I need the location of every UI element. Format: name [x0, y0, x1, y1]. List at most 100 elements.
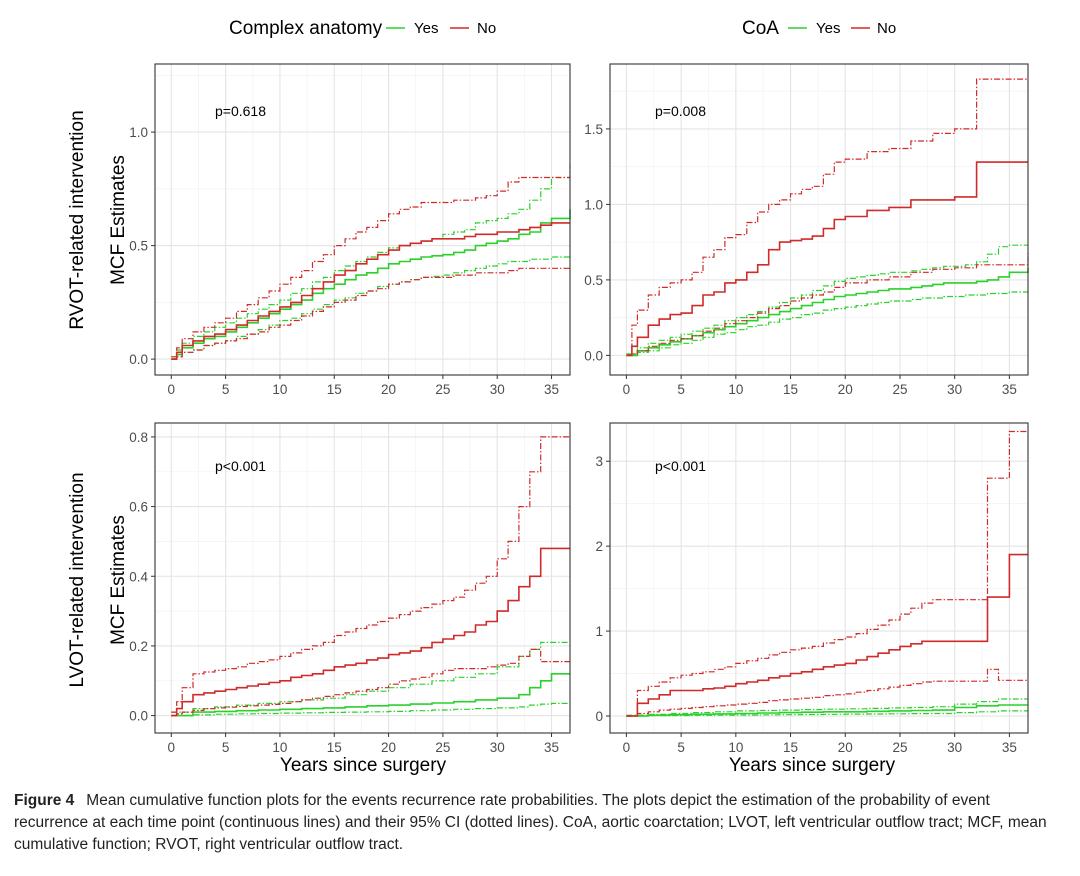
y-tick-label: 1.5 — [584, 122, 603, 137]
y-tick-label: 1.0 — [584, 197, 603, 212]
x-tick-label: 20 — [381, 382, 396, 397]
x-tick-label: 25 — [892, 740, 907, 755]
legend-title: Complex anatomy — [229, 18, 383, 39]
series-no-upper-95-ci — [171, 436, 570, 713]
x-tick-label: 30 — [947, 382, 962, 397]
series-no-lower-95-ci — [626, 668, 1028, 717]
x-tick-label: 0 — [623, 740, 631, 755]
row-label-lvot: LVOT-related intervention MCF Estimates — [67, 472, 129, 687]
series-no-upper-95-ci — [626, 78, 1028, 356]
series-no — [171, 222, 570, 360]
x-tick-label: 0 — [168, 740, 176, 755]
mcf-figure: Complex anatomy Yes No CoA Yes No RVOT-r… — [67, 18, 1029, 776]
x-tick-label: 10 — [728, 382, 743, 397]
p-value: p=0.008 — [655, 103, 706, 119]
x-tick-label: 25 — [435, 382, 450, 397]
series-yes — [626, 704, 1028, 717]
y-tick-label: 0.0 — [129, 352, 148, 367]
series-no — [626, 161, 1028, 357]
legend-complex-anatomy: Complex anatomy Yes No — [229, 18, 496, 39]
legend-yes-label: Yes — [414, 20, 438, 37]
x-tick-label: 5 — [677, 382, 685, 397]
y-tick-label: 0.0 — [129, 709, 148, 724]
series-yes-upper-95-ci — [626, 244, 1028, 355]
y-tick-label: 0 — [595, 709, 603, 724]
series-no — [171, 547, 570, 717]
x-axis-label-left: Years since surgery — [280, 755, 447, 776]
x-tick-label: 20 — [381, 740, 396, 755]
x-tick-label: 30 — [947, 740, 962, 755]
x-tick-label: 30 — [490, 382, 505, 397]
panel-background — [610, 64, 1028, 375]
x-tick-label: 35 — [544, 382, 559, 397]
series-no-upper-95-ci — [171, 176, 570, 358]
x-tick-label: 25 — [435, 740, 450, 755]
y-tick-label: 0.0 — [584, 348, 603, 363]
figure-caption: Figure 4 Mean cumulative function plots f… — [14, 790, 1066, 856]
p-value: p<0.001 — [215, 458, 266, 474]
x-tick-label: 5 — [222, 740, 230, 755]
x-tick-label: 15 — [783, 382, 798, 397]
x-tick-label: 0 — [168, 382, 176, 397]
p-value: p<0.001 — [655, 458, 706, 474]
x-tick-label: 25 — [892, 382, 907, 397]
panel-background — [155, 423, 570, 733]
x-tick-label: 10 — [272, 382, 287, 397]
x-tick-label: 5 — [222, 382, 230, 397]
series-yes-lower-95-ci — [171, 702, 570, 717]
series-yes-lower-95-ci — [626, 290, 1029, 356]
panel-background — [610, 423, 1028, 733]
y-tick-label: 3 — [595, 454, 603, 469]
chart-panel: 0 5 10 15 20 25 30 35 0.0 0.5 1.0 p=0.618 — [129, 63, 571, 397]
x-tick-label: 10 — [728, 740, 743, 755]
chart-panel: 0 5 10 15 20 25 30 35 0.0 0.2 0.4 0.6 0.8 p<0.001 — [129, 422, 571, 755]
y-tick-label: 1.0 — [129, 125, 148, 140]
row-label-rvot: RVOT-related intervention MCF Estimates — [67, 110, 129, 329]
panel-border — [154, 422, 571, 734]
series-yes-lower-95-ci — [626, 710, 1028, 717]
x-tick-label: 20 — [838, 382, 853, 397]
legend-no-label: No — [477, 20, 496, 37]
y-tick-label: 2 — [595, 539, 603, 554]
caption-text: Mean cumulative function plots for the e… — [14, 792, 1047, 853]
series-yes — [171, 209, 571, 360]
x-tick-label: 0 — [623, 382, 631, 397]
panel-border — [154, 63, 571, 376]
legend-no-label: No — [877, 20, 896, 37]
x-tick-label: 15 — [327, 382, 342, 397]
x-tick-label: 30 — [490, 740, 505, 755]
y-tick-label: 1 — [595, 624, 603, 639]
y-tick-label: 0.5 — [584, 273, 603, 288]
y-tick-label: 0.5 — [129, 239, 148, 254]
row-label-line2: MCF Estimates — [108, 515, 129, 645]
series-no-lower-95-ci — [171, 648, 570, 717]
panel-border — [609, 63, 1029, 376]
x-tick-label: 20 — [838, 740, 853, 755]
row-label-line1: LVOT-related intervention — [67, 472, 88, 687]
x-tick-label: 5 — [677, 740, 685, 755]
series-no-lower-95-ci — [626, 252, 1029, 356]
series-yes-upper-95-ci — [626, 698, 1028, 716]
x-tick-label: 15 — [327, 740, 342, 755]
x-tick-label: 35 — [1002, 382, 1017, 397]
chart-panel: 0 5 10 15 20 25 30 35 0 1 2 3 p<0.001 — [595, 422, 1029, 755]
legend-title: CoA — [742, 18, 779, 39]
y-tick-label: 0.6 — [129, 500, 148, 515]
x-tick-label: 35 — [1002, 740, 1017, 755]
series-no — [626, 553, 1028, 717]
x-axis-label-right: Years since surgery — [729, 755, 896, 776]
chart-panel: 0 5 10 15 20 25 30 35 0.0 0.5 1.0 1.5 p=0.008 — [584, 63, 1029, 397]
legend-yes-label: Yes — [816, 20, 840, 37]
legend-coa: CoA Yes No — [742, 18, 896, 39]
caption-label: Figure 4 — [14, 792, 75, 809]
series-no-lower-95-ci — [171, 267, 570, 360]
x-tick-label: 35 — [544, 740, 559, 755]
panel-background — [155, 64, 570, 375]
y-tick-label: 0.4 — [129, 569, 148, 584]
p-value: p=0.618 — [215, 103, 266, 119]
x-tick-label: 15 — [783, 740, 798, 755]
y-tick-label: 0.8 — [129, 430, 148, 445]
row-label-line2: MCF Estimates — [108, 155, 129, 285]
y-tick-label: 0.2 — [129, 639, 148, 654]
